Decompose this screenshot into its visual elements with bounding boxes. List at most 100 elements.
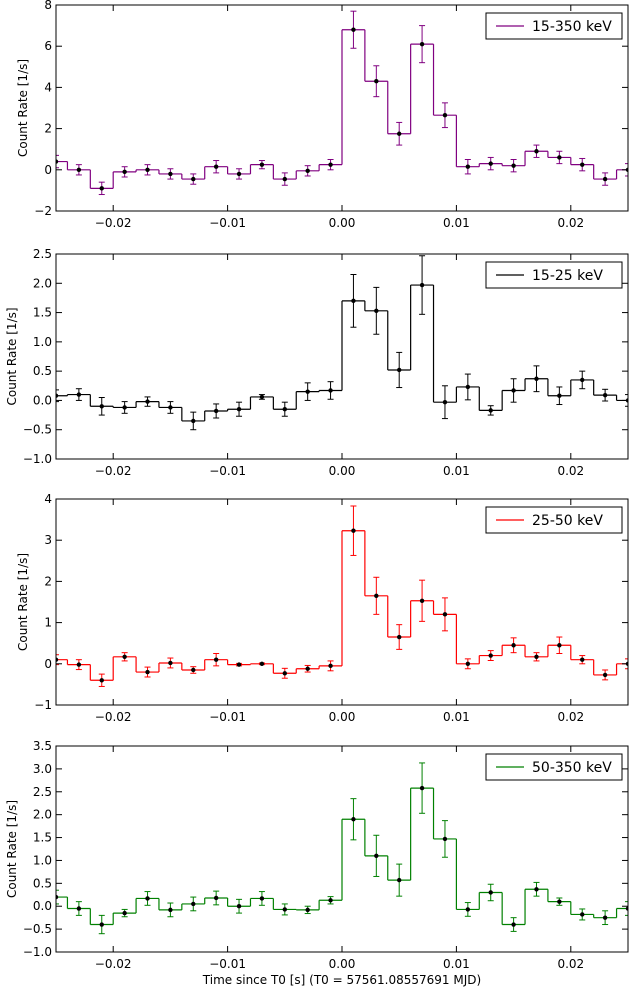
y-tick-label: 0.0 (33, 899, 52, 913)
data-point (122, 405, 127, 410)
data-point (351, 298, 356, 304)
data-point (625, 906, 628, 911)
data-point (282, 907, 287, 912)
data-point (122, 654, 127, 659)
data-point (328, 162, 333, 167)
data-point (145, 399, 150, 404)
data-point (305, 666, 310, 671)
x-tick-label: 0.01 (443, 464, 470, 478)
data-point (465, 661, 471, 666)
data-point (76, 392, 82, 397)
data-point (56, 159, 59, 164)
data-point (397, 367, 402, 373)
y-tick-label: 3 (44, 533, 52, 547)
data-point (534, 887, 539, 892)
legend-label: 25-50 keV (532, 513, 603, 529)
y-tick-label: −0.5 (23, 922, 52, 936)
y-tick-label: 1.0 (33, 335, 52, 349)
y-tick-label: −1.0 (23, 945, 52, 959)
data-point (580, 657, 585, 662)
data-point (511, 643, 516, 648)
data-point (328, 663, 333, 669)
x-tick-label: −0.01 (209, 464, 246, 478)
data-point (236, 662, 242, 667)
y-tick-label: 4 (44, 80, 52, 94)
x-tick-label: 0.02 (557, 464, 584, 478)
data-point (259, 162, 265, 167)
data-point (191, 901, 196, 907)
data-point (168, 660, 173, 666)
y-tick-label: 1.5 (33, 831, 52, 845)
x-tick-label: −0.01 (209, 216, 246, 230)
data-point (557, 155, 562, 160)
data-point (465, 384, 471, 390)
data-point (168, 405, 173, 410)
data-point (282, 176, 287, 182)
y-axis-label: Count Rate [1/s] (5, 800, 19, 898)
x-tick-label: 0.00 (329, 216, 356, 230)
data-point (465, 907, 471, 912)
data-point (282, 407, 287, 412)
legend-label: 50-350 keV (532, 760, 612, 776)
data-point (259, 661, 265, 666)
data-point (99, 922, 104, 927)
y-tick-label: 1 (44, 616, 52, 630)
data-point (374, 593, 379, 599)
data-point (56, 393, 59, 398)
data-point (557, 643, 562, 648)
data-point (351, 27, 356, 32)
y-axis-label: Count Rate [1/s] (16, 59, 30, 157)
y-tick-label: 0.5 (33, 876, 52, 890)
data-point (602, 392, 608, 398)
data-point (282, 671, 287, 676)
y-tick-label: 0.0 (33, 393, 52, 407)
y-tick-label: 3.0 (33, 762, 52, 776)
data-point (168, 171, 173, 177)
data-point (145, 669, 150, 675)
data-point (122, 169, 127, 175)
data-point (236, 904, 242, 909)
x-tick-label: 0.02 (557, 216, 584, 230)
data-point (488, 653, 493, 658)
data-point (534, 149, 539, 154)
data-point (168, 907, 173, 913)
data-point (213, 164, 219, 169)
data-point (419, 41, 425, 47)
data-point (488, 161, 493, 166)
data-point (305, 907, 310, 913)
y-tick-label: 4 (44, 492, 52, 506)
data-point (122, 910, 127, 916)
data-point (328, 388, 333, 393)
data-point (191, 176, 196, 182)
data-point (374, 79, 379, 84)
data-point (419, 598, 425, 603)
data-point (419, 785, 425, 791)
data-point (465, 164, 471, 169)
data-point (580, 912, 585, 917)
y-tick-label: −0.5 (23, 423, 52, 437)
y-tick-label: 8 (44, 0, 52, 12)
x-tick-label: −0.02 (95, 957, 132, 971)
data-point (259, 394, 265, 400)
y-tick-label: −1 (34, 698, 52, 712)
data-point (259, 896, 265, 901)
data-point (76, 662, 82, 667)
data-point (76, 906, 82, 911)
plot-area (56, 10, 628, 196)
x-tick-label: 0.01 (443, 216, 470, 230)
y-tick-label: 0 (44, 163, 52, 177)
x-tick-label: 0.01 (443, 957, 470, 971)
data-point (442, 399, 448, 405)
legend-label: 15-350 keV (532, 19, 612, 35)
data-point (488, 890, 493, 895)
data-point (145, 896, 150, 901)
data-point (488, 408, 493, 413)
data-point (213, 895, 219, 901)
data-point (397, 634, 402, 640)
data-point (191, 418, 196, 424)
data-point (56, 657, 59, 662)
data-point (99, 186, 104, 191)
x-tick-label: 0.01 (443, 710, 470, 724)
data-point (557, 899, 562, 904)
